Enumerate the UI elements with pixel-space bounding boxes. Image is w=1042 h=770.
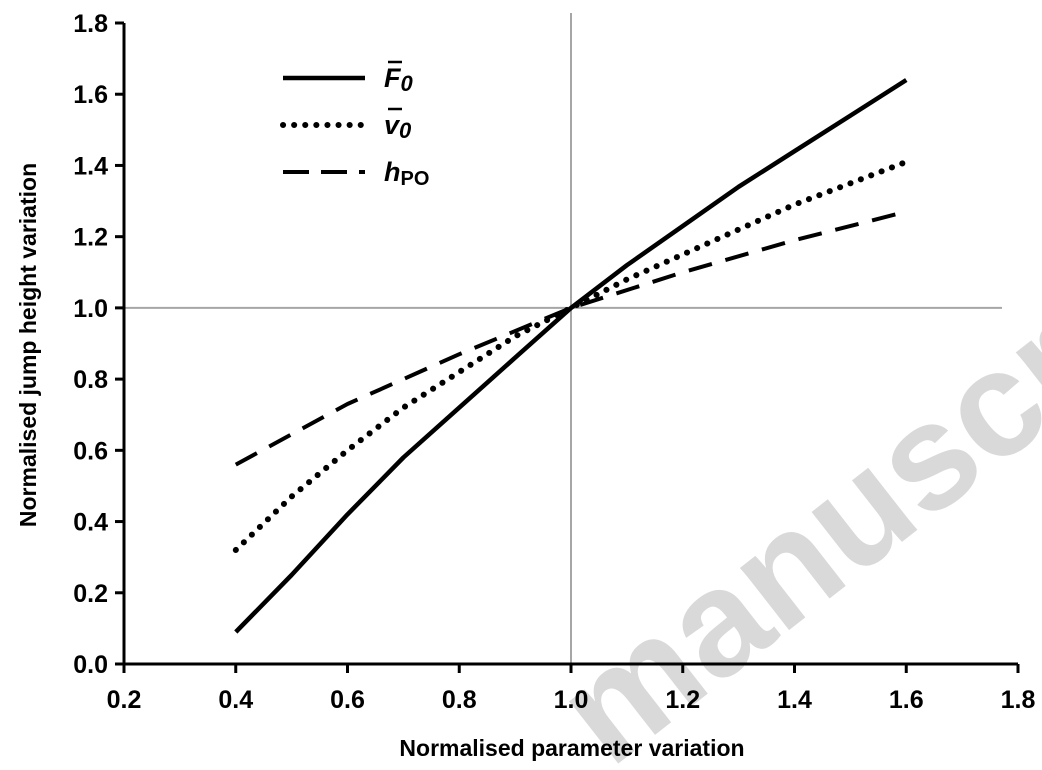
x-tick-label: 0.6 — [330, 686, 365, 714]
x-tick-label: 1.0 — [554, 686, 589, 714]
x-tick-label: 0.2 — [107, 686, 142, 714]
x-tick-label: 1.8 — [1001, 686, 1036, 714]
y-tick-label: 1.4 — [73, 152, 108, 180]
reference-lines — [124, 13, 1002, 664]
y-axis-title: Normalised jump height variation — [15, 163, 41, 527]
y-tick-label: 0.4 — [73, 509, 108, 537]
y-tick-label: 1.0 — [73, 295, 108, 323]
x-tick-label: 0.4 — [218, 686, 253, 714]
y-tick-label: 0.2 — [73, 580, 108, 608]
y-tick-label: 0.0 — [73, 651, 108, 679]
x-tick-label: 1.4 — [777, 686, 812, 714]
y-tick-label: 1.8 — [73, 10, 108, 38]
series-line-f0 — [234, 78, 908, 634]
series-line-hpo — [234, 209, 907, 467]
legend-label-f0: F0 — [384, 63, 414, 96]
legend-label-v0: v0 — [384, 110, 412, 143]
y-axis-ticks: 0.0 0.2 0.4 0.6 0.8 1.0 1.2 1.4 1.6 1.8 — [73, 10, 124, 679]
y-tick-label: 1.6 — [73, 81, 108, 109]
legend-label-hpo: hPO — [384, 157, 429, 190]
y-tick-label: 1.2 — [73, 224, 108, 252]
watermark: manuscript — [526, 165, 1042, 770]
series-layer — [232, 78, 910, 634]
x-tick-label: 1.6 — [889, 686, 924, 714]
x-axis-ticks: 0.2 0.4 0.6 0.8 1.0 1.2 1.4 1.6 1.8 — [107, 664, 1036, 714]
legend: F0 v0 hPO — [280, 60, 429, 190]
y-tick-label: 0.6 — [73, 437, 108, 465]
x-tick-label: 1.2 — [665, 686, 700, 714]
x-axis-title: Normalised parameter variation — [399, 735, 744, 761]
y-tick-label: 0.8 — [73, 366, 108, 394]
x-tick-label: 0.8 — [442, 686, 477, 714]
